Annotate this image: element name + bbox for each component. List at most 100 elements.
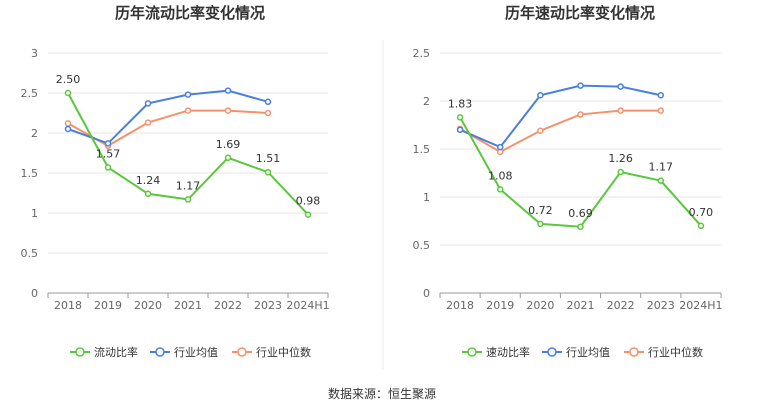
data-point[interactable] — [697, 222, 705, 230]
data-point[interactable] — [184, 91, 192, 98]
y-tick-label: 2 — [423, 95, 430, 108]
legend-label: 流动比率 — [94, 345, 138, 359]
data-point[interactable] — [144, 190, 152, 198]
legend-label: 行业中位数 — [648, 345, 703, 359]
legend-marker — [467, 347, 477, 357]
y-tick-label: 2.5 — [413, 47, 431, 60]
legend-item[interactable]: 行业中位数 — [624, 345, 703, 359]
data-point[interactable] — [577, 111, 584, 118]
x-tick-label: 2024H1 — [679, 299, 722, 312]
data-point[interactable] — [104, 140, 112, 147]
x-tick-label: 2018 — [446, 299, 474, 312]
x-tick-label: 2021 — [567, 299, 595, 312]
data-point[interactable] — [304, 211, 312, 218]
data-point[interactable] — [456, 114, 464, 121]
data-point[interactable] — [64, 120, 72, 127]
legend-label: 行业均值 — [566, 346, 610, 359]
data-label: 0.98 — [296, 195, 321, 208]
data-point[interactable] — [496, 143, 504, 151]
data-point[interactable] — [264, 168, 272, 176]
data-point[interactable] — [264, 98, 272, 106]
data-label: 0.72 — [528, 204, 553, 217]
data-point[interactable] — [224, 107, 232, 114]
x-tick-label: 2023 — [254, 299, 282, 312]
y-tick-label: 2.5 — [21, 87, 39, 100]
data-point[interactable] — [657, 91, 665, 99]
legend-marker — [629, 347, 639, 357]
data-point[interactable] — [144, 100, 152, 107]
data-point[interactable] — [104, 164, 112, 171]
y-tick-label: 1.5 — [21, 167, 39, 180]
data-point[interactable] — [617, 83, 624, 90]
legend-label: 行业中位数 — [256, 345, 311, 359]
data-label: 1.69 — [216, 138, 241, 151]
series-line — [67, 109, 269, 147]
data-point[interactable] — [577, 223, 584, 231]
y-tick-label: 1.5 — [413, 143, 431, 156]
data-point[interactable] — [617, 168, 624, 176]
legend-marker — [155, 347, 165, 357]
data-point[interactable] — [537, 127, 544, 135]
x-tick-label: 2023 — [647, 299, 675, 312]
x-tick-label: 2019 — [486, 299, 514, 312]
legend-label: 行业均值 — [174, 346, 218, 359]
data-point[interactable] — [496, 186, 504, 193]
data-label: 1.51 — [256, 152, 281, 165]
current-ratio-chart: 历年流动比率变化情况 0 0.5 1 1.5 2 2.5 3 2018 2019 2020 2021 2… — [21, 4, 330, 359]
series-line — [459, 84, 661, 149]
legend-marker — [237, 347, 247, 357]
legend-marker — [75, 347, 85, 357]
y-tick-label: 0.5 — [21, 247, 39, 260]
data-point[interactable] — [224, 87, 232, 94]
data-point[interactable] — [456, 126, 464, 134]
data-label: 1.83 — [448, 97, 473, 110]
data-point[interactable] — [264, 109, 272, 117]
data-point[interactable] — [184, 196, 192, 203]
data-point[interactable] — [657, 107, 665, 114]
data-point[interactable] — [64, 125, 72, 133]
x-tick-label: 2018 — [54, 299, 82, 312]
data-label: 1.26 — [608, 152, 633, 165]
data-point[interactable] — [184, 107, 192, 114]
legend-item[interactable]: 流动比率 — [70, 345, 138, 359]
x-tick-label: 2022 — [214, 299, 242, 312]
data-point[interactable] — [64, 89, 72, 97]
legend-label: 速动比率 — [486, 345, 530, 359]
data-point[interactable] — [577, 82, 584, 89]
data-point[interactable] — [657, 177, 665, 184]
quick-ratio-chart: 历年速动比率变化情况 0 0.5 1 1.5 2 2.5 2018 2019 2020 2021 20… — [413, 4, 723, 359]
legend-marker — [547, 347, 557, 357]
legend-item[interactable]: 行业均值 — [542, 346, 610, 359]
chart-title: 历年流动比率变化情况 — [115, 4, 265, 22]
data-label: 1.17 — [649, 161, 674, 174]
legend-item[interactable]: 行业中位数 — [232, 345, 311, 359]
series-line — [67, 89, 269, 145]
data-point[interactable] — [617, 107, 624, 114]
x-tick-label: 2020 — [134, 299, 162, 312]
data-label: 2.50 — [56, 73, 81, 86]
y-tick-label: 0 — [31, 287, 38, 300]
x-tick-label: 2019 — [94, 299, 122, 312]
y-tick-label: 0.5 — [413, 239, 431, 252]
y-tick-label: 1 — [31, 207, 38, 220]
data-label: 1.08 — [488, 169, 513, 182]
x-tick-label: 2020 — [526, 299, 554, 312]
y-tick-label: 2 — [31, 127, 38, 140]
data-label: 0.70 — [689, 206, 714, 219]
data-point[interactable] — [224, 154, 232, 162]
y-tick-label: 0 — [423, 287, 430, 300]
legend-item[interactable]: 行业均值 — [150, 346, 218, 359]
data-point[interactable] — [144, 119, 152, 126]
x-tick-label: 2024H1 — [286, 299, 329, 312]
data-point[interactable] — [537, 91, 544, 99]
legend-item[interactable]: 速动比率 — [462, 345, 530, 359]
data-label: 1.24 — [136, 174, 161, 187]
data-source: 数据来源：恒生聚源 — [328, 386, 436, 401]
data-point[interactable] — [537, 220, 544, 228]
chart-title: 历年速动比率变化情况 — [505, 4, 655, 22]
series-line — [459, 109, 661, 154]
y-tick-label: 3 — [31, 47, 38, 60]
data-label: 0.69 — [568, 207, 593, 220]
x-tick-label: 2022 — [607, 299, 635, 312]
